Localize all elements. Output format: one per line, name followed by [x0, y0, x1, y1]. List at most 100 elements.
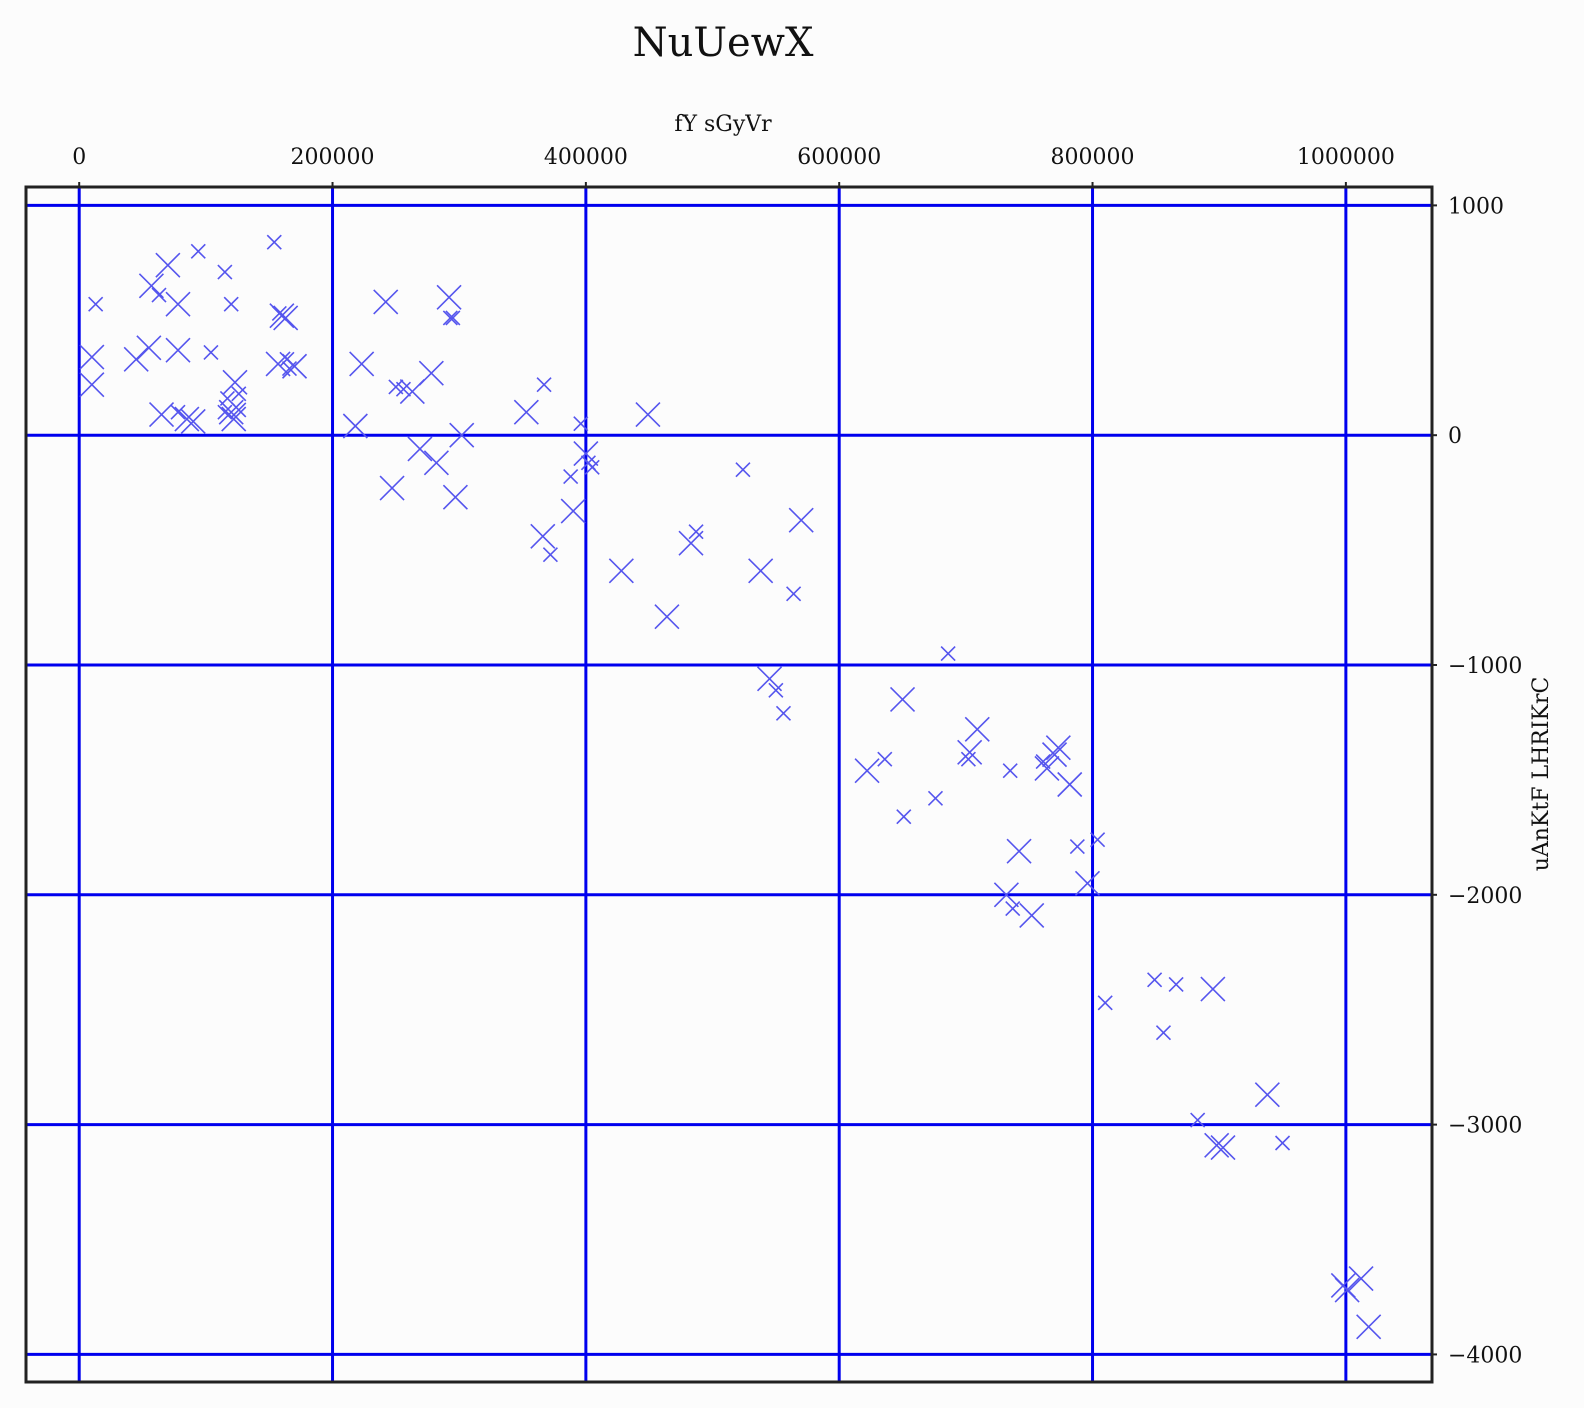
data-point	[654, 604, 680, 630]
data-point	[1069, 838, 1085, 855]
y-tick-label: −1000	[1448, 654, 1522, 679]
x-tick-label: 800000	[1051, 145, 1135, 170]
y-tick-label: −2000	[1448, 884, 1522, 909]
data-point	[573, 416, 589, 432]
data-point	[584, 459, 600, 475]
data-point	[542, 547, 558, 563]
data-point	[1041, 742, 1068, 768]
x-axis-label: fY sGyVr	[674, 112, 772, 137]
data-point	[536, 377, 552, 393]
data-point	[165, 337, 191, 363]
data-point	[877, 751, 893, 767]
data-point	[1200, 976, 1226, 1002]
data-point	[218, 399, 244, 425]
data-point	[155, 252, 181, 278]
data-point	[1035, 753, 1051, 770]
data-point	[960, 751, 976, 767]
data-point	[889, 686, 916, 713]
data-point	[1348, 1266, 1374, 1292]
x-tick-label: 0	[72, 145, 86, 170]
data-point	[1274, 1135, 1291, 1151]
data-point	[1090, 832, 1106, 848]
data-point	[1074, 870, 1101, 896]
data-point	[957, 739, 983, 765]
y-tick-label: −3000	[1448, 1114, 1522, 1139]
data-point	[1147, 972, 1163, 988]
data-point	[1168, 976, 1184, 992]
data-point	[79, 344, 105, 370]
data-point	[608, 558, 634, 584]
data-point	[560, 498, 586, 524]
data-point	[395, 381, 412, 397]
y-tick-label: 1000	[1448, 194, 1504, 219]
data-point	[896, 809, 912, 825]
data-point	[165, 291, 191, 317]
data-points	[79, 234, 1382, 1340]
data-point	[449, 422, 475, 448]
data-point	[442, 310, 458, 326]
data-point	[573, 441, 599, 467]
data-point	[1097, 995, 1113, 1011]
data-point	[854, 758, 880, 784]
data-point	[148, 401, 175, 428]
data-point	[775, 705, 792, 721]
data-point	[266, 234, 282, 250]
data-point	[993, 882, 1019, 908]
data-point	[221, 406, 247, 432]
data-point	[217, 264, 233, 280]
data-point	[1045, 735, 1071, 761]
x-tick-label: 1000000	[1297, 145, 1395, 170]
data-point	[180, 408, 206, 434]
data-point	[273, 305, 299, 331]
data-point	[217, 404, 233, 420]
data-point	[442, 484, 468, 510]
data-point	[1210, 1135, 1236, 1161]
data-point	[940, 645, 956, 662]
data-point	[436, 284, 462, 310]
data-point	[786, 586, 802, 602]
data-point	[768, 682, 784, 698]
data-point	[342, 413, 368, 439]
data-point	[1057, 771, 1083, 798]
data-point	[445, 310, 461, 326]
data-point	[281, 353, 308, 379]
data-point	[530, 523, 556, 549]
data-point	[756, 666, 783, 692]
data-point	[748, 558, 774, 584]
x-tick-label: 400000	[544, 145, 628, 170]
data-point	[1190, 1112, 1206, 1128]
data-point	[136, 335, 162, 361]
data-point	[190, 243, 206, 259]
data-point	[1155, 1025, 1172, 1041]
y-tick-label: 0	[1448, 424, 1462, 449]
data-point	[1204, 1132, 1230, 1158]
plot-frame	[24, 185, 1434, 1384]
data-point	[170, 404, 186, 420]
data-point	[688, 524, 704, 540]
data-point	[407, 436, 433, 462]
data-point	[231, 386, 247, 402]
data-point	[1356, 1314, 1382, 1340]
data-point	[927, 790, 944, 806]
data-point	[423, 450, 449, 476]
data-point	[1006, 838, 1032, 864]
data-point	[1019, 902, 1045, 929]
data-point	[379, 475, 405, 501]
data-point	[281, 360, 298, 377]
data-point	[964, 716, 990, 742]
data-point	[635, 401, 661, 428]
data-point	[223, 296, 239, 312]
data-point	[735, 462, 751, 478]
data-point	[231, 402, 247, 418]
data-point	[418, 360, 444, 386]
x-tick-label: 600000	[797, 145, 881, 170]
data-point	[1005, 901, 1021, 917]
data-point	[563, 468, 579, 485]
data-point	[513, 399, 539, 425]
ticks: 0 200000 400000 600000 800000 1000000 1000 0 −10…	[72, 145, 1522, 1368]
y-tick-label: −4000	[1448, 1343, 1522, 1368]
grid	[26, 187, 1432, 1382]
y-axis-label: uAnKtF LHRIKrC	[1529, 677, 1554, 872]
data-point	[123, 346, 149, 372]
